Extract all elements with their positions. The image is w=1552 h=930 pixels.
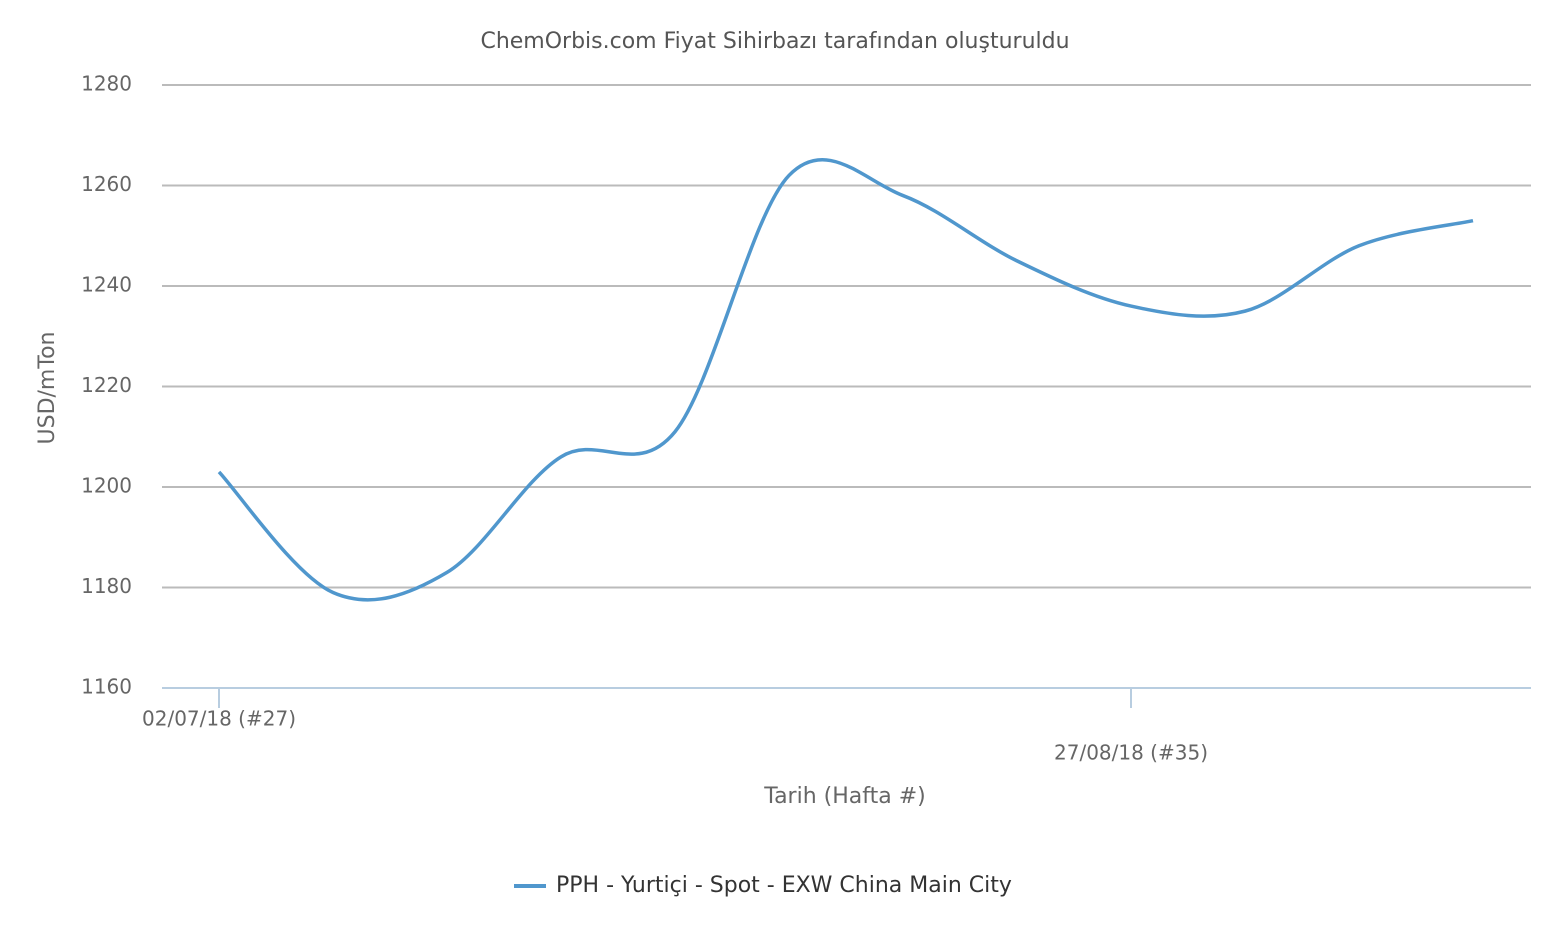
x-axis-label: Tarih (Hafta #) <box>763 784 925 809</box>
y-tick-label: 1200 <box>81 474 132 498</box>
y-axis-label: USD/mTon <box>35 332 60 445</box>
series-line <box>217 158 1474 602</box>
y-tick-label: 1260 <box>81 172 132 196</box>
legend-label: PPH - Yurtiçi - Spot - EXW China Main Ci… <box>556 873 1012 898</box>
x-tick-label: 02/07/18 (#27) <box>142 707 296 731</box>
y-tick-label: 1160 <box>81 675 132 699</box>
y-tick-label: 1240 <box>81 273 132 297</box>
y-tick-label: 1180 <box>81 574 132 598</box>
x-tick-label: 27/08/18 (#35) <box>1054 741 1208 765</box>
chart-title: ChemOrbis.com Fiyat Sihirbazı tarafından… <box>480 29 1069 54</box>
y-tick-label: 1280 <box>81 72 132 96</box>
y-tick-label: 1220 <box>81 373 132 397</box>
